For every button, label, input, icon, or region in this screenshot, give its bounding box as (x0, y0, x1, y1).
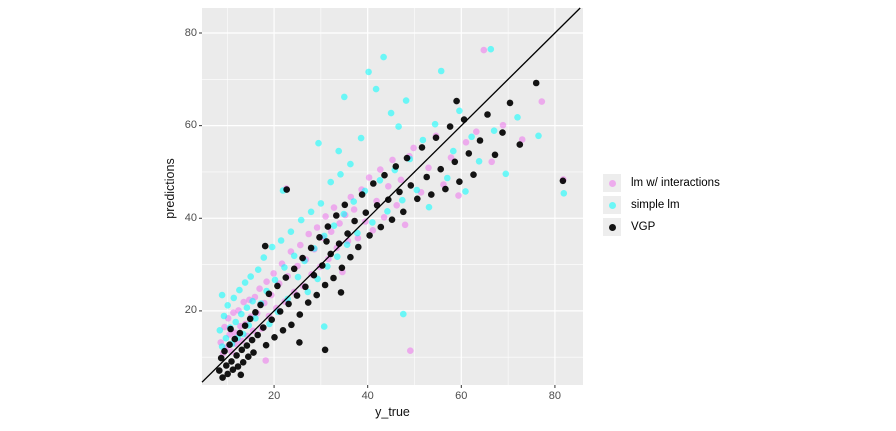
legend-item-lm-w-interactions: lm w/ interactions (603, 174, 720, 192)
plot-panel (202, 8, 583, 385)
legend-label: VGP (631, 221, 656, 233)
x-tick-label: 20 (267, 390, 281, 402)
vgp-dot-icon (608, 223, 616, 231)
simple-lm-dot-icon (608, 201, 616, 209)
x-tick-label: 60 (455, 390, 468, 402)
series-vgp (216, 79, 567, 381)
y-tick-label: 80 (184, 26, 197, 39)
lm-w-interactions-dot-icon (608, 179, 616, 187)
legend-item-simple-lm: simple lm (603, 196, 720, 214)
legend-key (603, 196, 621, 214)
legend-label: simple lm (631, 199, 680, 211)
x-axis-title: y_true (375, 405, 410, 419)
y-axis-title: predictions (163, 158, 177, 219)
legend-key (603, 174, 621, 192)
y-tick-label: 60 (184, 119, 197, 132)
x-tick-label: 40 (361, 390, 374, 402)
identity-line (201, 7, 581, 383)
series-simple-lm (216, 45, 568, 350)
y-tick-label: 20 (184, 304, 197, 317)
legend: lm w/ interactions simple lm VGP (603, 174, 720, 240)
legend-label: lm w/ interactions (631, 177, 720, 189)
x-tick-label: 80 (548, 390, 562, 402)
y-tick-label: 40 (184, 211, 197, 224)
legend-item-vgp: VGP (603, 218, 720, 236)
legend-key (603, 218, 621, 236)
